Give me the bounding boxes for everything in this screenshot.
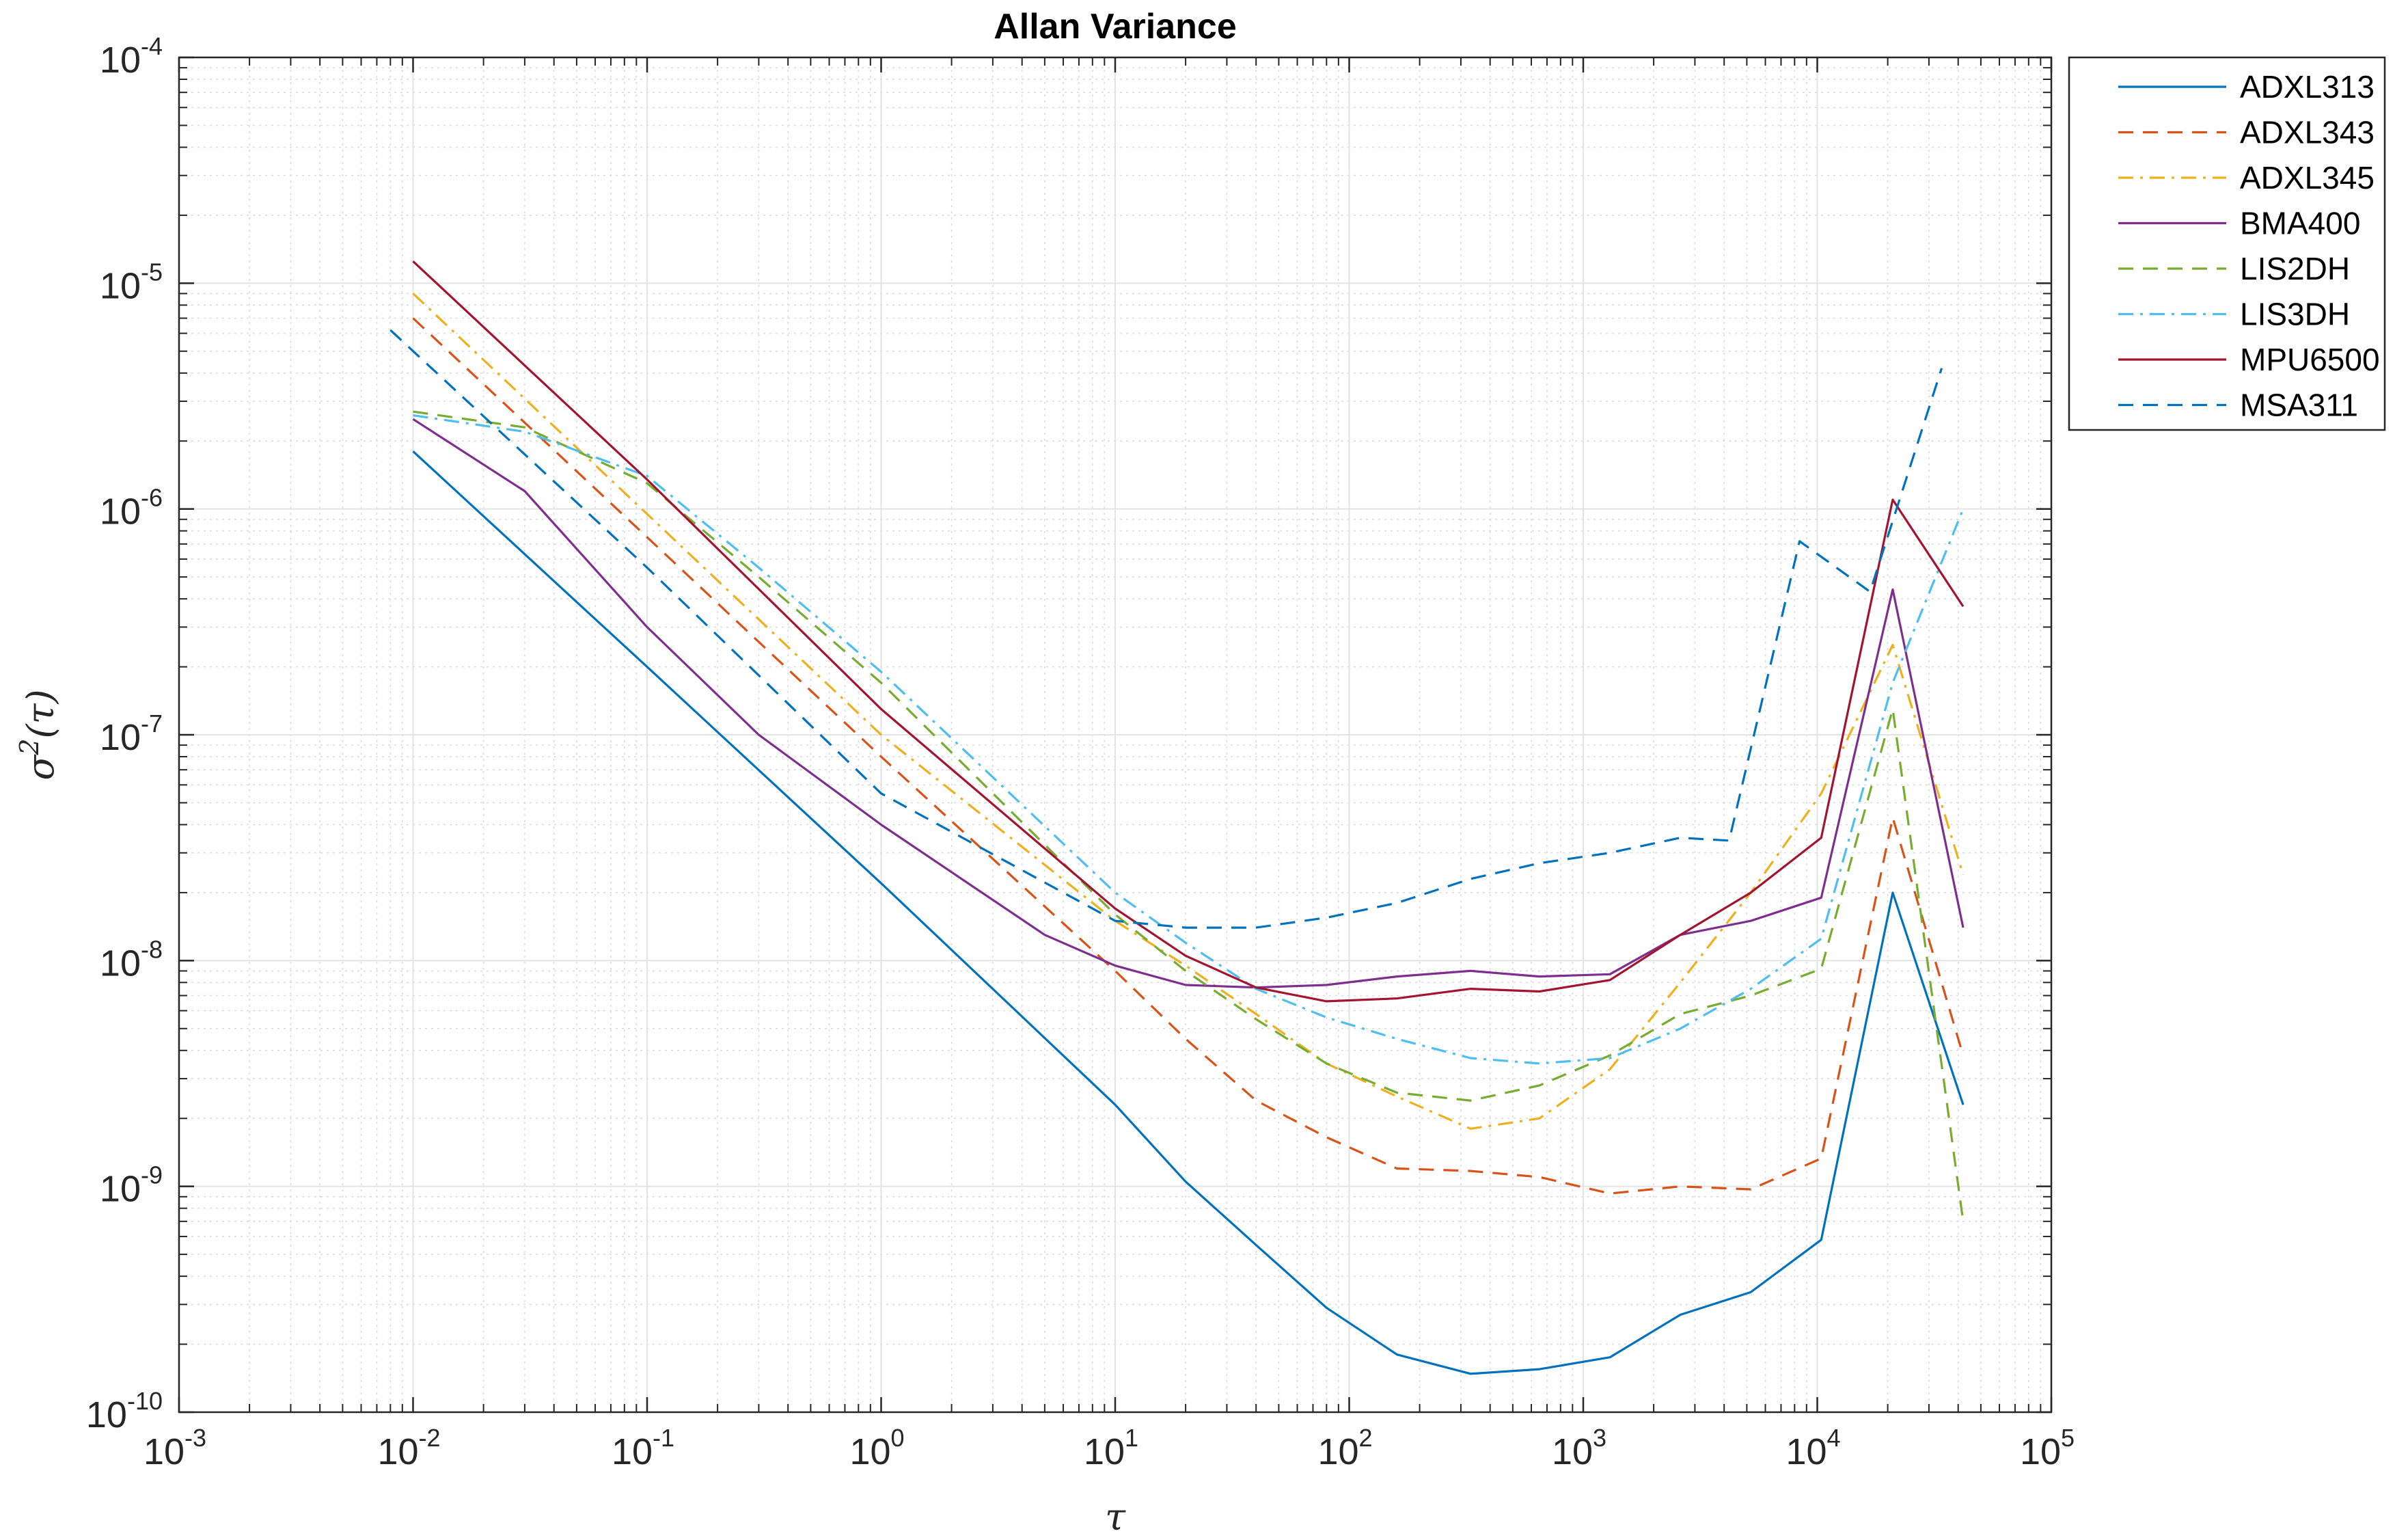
- x-tick-label: 101: [1084, 1424, 1138, 1472]
- legend-label: LIS3DH: [2240, 297, 2350, 332]
- y-axis-label-base: σ: [19, 754, 62, 781]
- x-tick-label-exp: -2: [419, 1424, 441, 1452]
- series-line-lis3dh: [413, 414, 1965, 1065]
- y-tick-label-exp: -10: [127, 1387, 163, 1415]
- y-tick-label-exp: -4: [141, 32, 163, 60]
- tick-marks: [178, 56, 2053, 1414]
- y-tick-label-base: 10: [100, 265, 141, 306]
- y-tick-label: 10-6: [100, 484, 163, 532]
- series-line-adxl345: [412, 293, 1965, 1130]
- legend-label: BMA400: [2240, 206, 2360, 241]
- series-line-bma400: [412, 418, 1965, 989]
- x-tick-label-exp: -1: [653, 1424, 674, 1452]
- x-tick-label-exp: 3: [1593, 1424, 1606, 1452]
- y-tick-label-base: 10: [100, 943, 141, 984]
- series-line-mpu6500: [412, 260, 1965, 1003]
- series-line-adxl343: [412, 317, 1965, 1195]
- y-tick-label-base: 10: [86, 1394, 127, 1435]
- x-tick-label-exp: 2: [1359, 1424, 1373, 1452]
- legend-label: ADXL313: [2240, 69, 2375, 105]
- legend-item-adxl345: ADXL345: [2118, 160, 2375, 195]
- x-tick-label-base: 10: [612, 1431, 653, 1472]
- legend-item-adxl313: ADXL313: [2118, 69, 2375, 105]
- x-tick-label: 103: [1552, 1424, 1606, 1472]
- y-axis-label-sup: 2: [14, 738, 44, 755]
- y-tick-label-base: 10: [100, 40, 141, 81]
- x-tick-label-base: 10: [2020, 1431, 2061, 1472]
- x-tick-label-base: 10: [1786, 1431, 1826, 1472]
- legend-label: ADXL345: [2240, 160, 2375, 195]
- y-axis-label: σ2(τ): [14, 689, 62, 780]
- y-tick-label: 10-9: [100, 1161, 163, 1210]
- y-tick-label: 10-7: [100, 710, 163, 758]
- legend-label: ADXL343: [2240, 115, 2375, 150]
- x-tick-label: 104: [1786, 1424, 1840, 1472]
- x-tick-label-base: 10: [377, 1431, 418, 1472]
- legend-item-adxl343: ADXL343: [2118, 115, 2375, 150]
- y-tick-label: 10-10: [86, 1387, 163, 1435]
- y-tick-label-exp: -6: [141, 484, 163, 512]
- y-tick-label: 10-4: [100, 32, 163, 81]
- y-tick-label-exp: -9: [141, 1161, 163, 1189]
- x-tick-labels: 10-3 10-2 10-1 100 101 102 103 104 105: [143, 1424, 2075, 1472]
- x-tick-label: 10-2: [377, 1424, 440, 1472]
- x-tick-label-base: 10: [1317, 1431, 1358, 1472]
- x-tick-label: 100: [849, 1424, 904, 1472]
- x-tick-label-base: 10: [143, 1431, 184, 1472]
- y-tick-label-base: 10: [100, 491, 141, 532]
- legend-item-bma400: BMA400: [2118, 206, 2360, 241]
- x-tick-label-exp: 5: [2061, 1424, 2075, 1452]
- legend: ADXL313 ADXL343 ADXL345 BMA400 LIS2DH LIS3DH M…: [2068, 56, 2386, 431]
- legend-item-lis2dh: LIS2DH: [2118, 251, 2350, 286]
- series-line-msa311: [389, 329, 1943, 929]
- legend-label: LIS2DH: [2240, 251, 2350, 286]
- x-tick-label-base: 10: [1084, 1431, 1125, 1472]
- series-layer: [389, 260, 1965, 1375]
- y-tick-label-base: 10: [100, 1169, 141, 1210]
- legend-box: [2068, 56, 2386, 431]
- x-tick-label-exp: -3: [184, 1424, 206, 1452]
- svg-text:σ2(τ): σ2(τ): [14, 689, 62, 780]
- x-tick-label: 10-1: [612, 1424, 674, 1472]
- x-tick-label-exp: 0: [891, 1424, 905, 1452]
- x-tick-label-base: 10: [849, 1431, 890, 1472]
- y-tick-label-base: 10: [100, 717, 141, 758]
- legend-label: MSA311: [2240, 388, 2358, 423]
- y-axis-label-arg: (τ): [19, 689, 62, 738]
- chart-title: Allan Variance: [994, 7, 1237, 46]
- series-line-lis2dh: [413, 410, 1965, 1222]
- legend-label: MPU6500: [2240, 342, 2380, 377]
- x-tick-label: 10-3: [143, 1424, 206, 1472]
- x-tick-label-base: 10: [1552, 1431, 1593, 1472]
- y-tick-label: 10-5: [100, 258, 163, 306]
- x-tick-label: 102: [1317, 1424, 1372, 1472]
- y-tick-label-exp: -8: [141, 935, 163, 963]
- legend-item-lis3dh: LIS3DH: [2118, 297, 2350, 332]
- y-tick-label: 10-8: [100, 935, 163, 984]
- x-tick-label: 105: [2020, 1424, 2075, 1472]
- x-tick-label-exp: 1: [1125, 1424, 1138, 1452]
- legend-item-mpu6500: MPU6500: [2118, 342, 2380, 377]
- y-tick-label-exp: -7: [141, 710, 163, 738]
- x-axis-label: τ: [1105, 1496, 1126, 1539]
- x-tick-label-exp: 4: [1827, 1424, 1841, 1452]
- series-line-adxl313: [412, 450, 1965, 1375]
- y-tick-label-exp: -5: [141, 258, 163, 286]
- legend-item-msa311: MSA311: [2118, 388, 2358, 423]
